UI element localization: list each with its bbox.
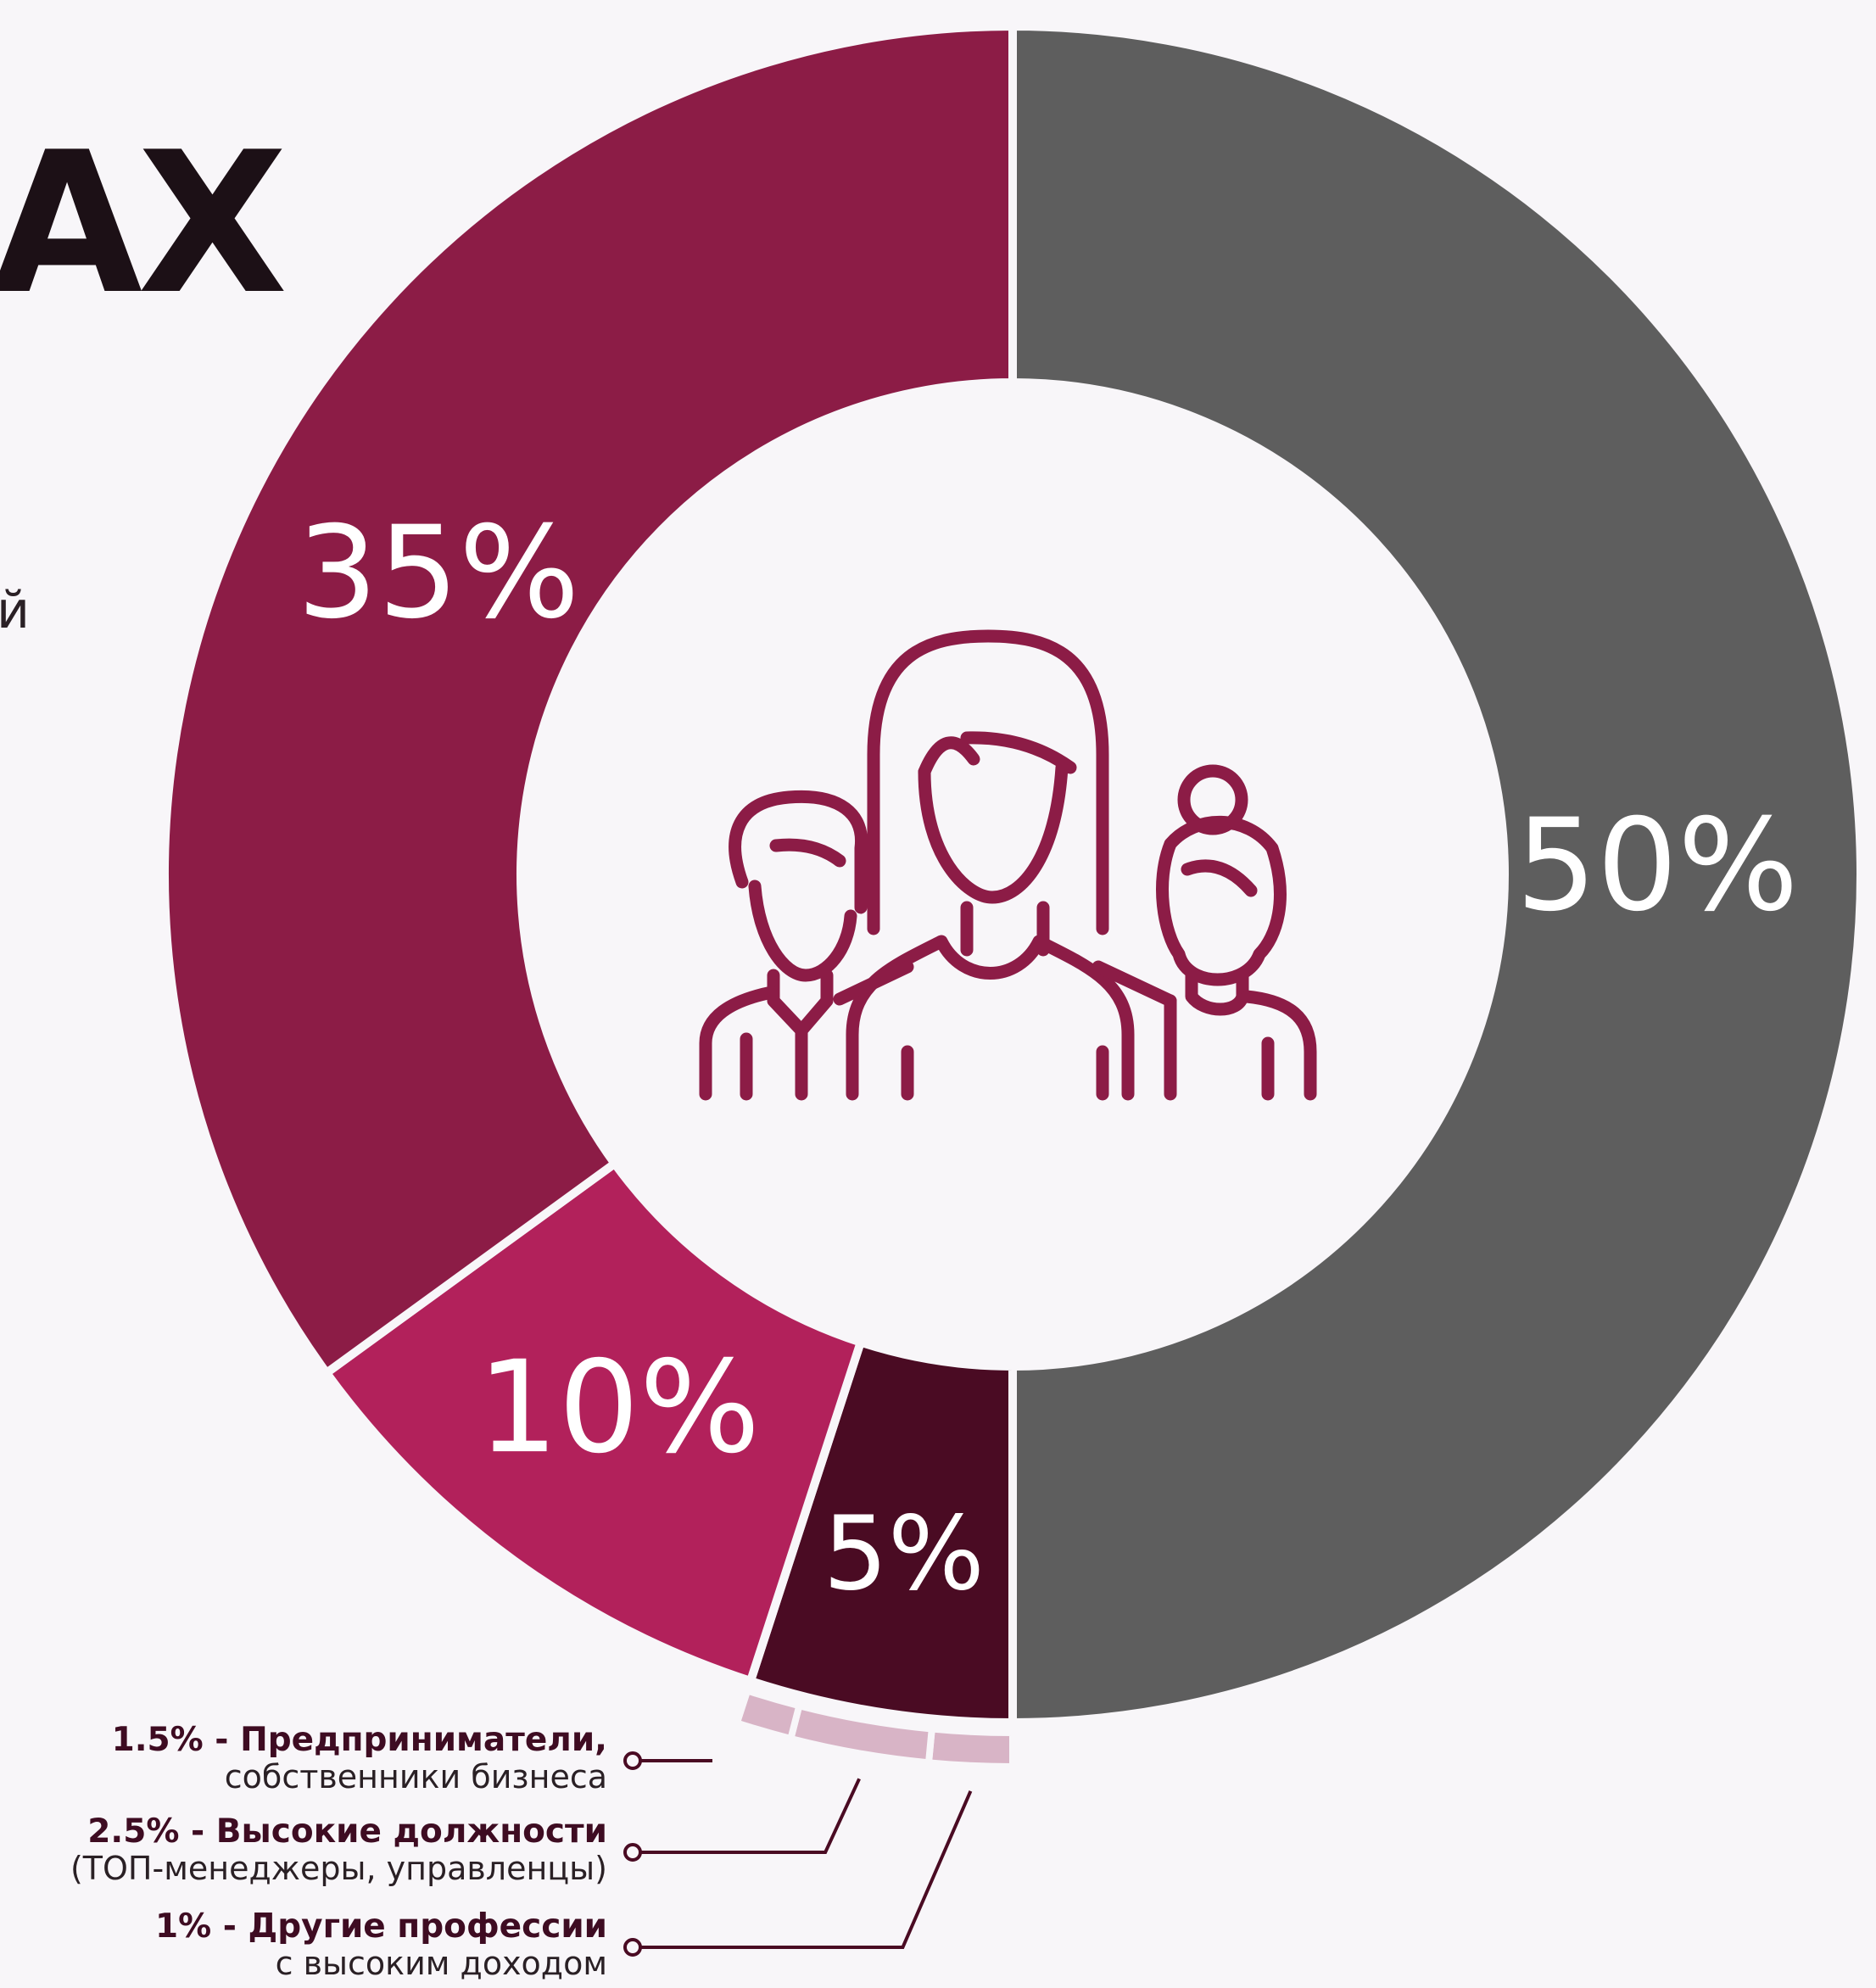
breakdown-segment: [924, 1725, 1016, 1771]
legend-item-subtitle: (ТОП-менеджеры, управленцы): [70, 1849, 607, 1887]
legend-item-subtitle: собственники бизнеса: [224, 1757, 607, 1795]
legend-item-title: 1.5% - Предприниматели,: [111, 1721, 607, 1759]
slice-value-label: 50%: [1516, 792, 1798, 940]
donut-slice: [320, 1157, 867, 1687]
breakdown-segments-layer: [732, 1686, 1016, 1771]
breakdown-segment: [732, 1686, 804, 1743]
legend-item: 2.5% - Высокие должности (ТОП-менеджеры, …: [70, 1813, 607, 1886]
people-group-icon: [699, 629, 1317, 1101]
leader-dot: [623, 1938, 642, 1957]
slices-layer: 50% 5% 10% 35%: [159, 21, 1865, 1728]
leader-dot: [623, 1843, 642, 1862]
side-text-fragment: й: [0, 581, 30, 640]
legend-item: 1% - Другие профессии с высоким доходом: [155, 1908, 607, 1981]
legend-item-title: 1% - Другие профессии: [154, 1907, 607, 1946]
slice-value-label: 5%: [824, 1496, 985, 1614]
legend-item-title: 2.5% - Высокие должности: [87, 1812, 607, 1851]
leader-lines-layer: [623, 1751, 973, 1957]
slice-value-label: 10%: [477, 1334, 760, 1482]
slice-value-label: 35%: [297, 500, 579, 647]
leader-line: [640, 1778, 861, 1854]
donut-slice: [159, 21, 1017, 1379]
leader-dot: [623, 1751, 642, 1770]
donut-slice: [1008, 21, 1865, 1728]
page-heading-fragment: АХ: [0, 111, 288, 338]
leader-line: [640, 1790, 973, 1949]
legend-item-subtitle: с высоким доходом: [275, 1944, 607, 1982]
legend-item: 1.5% - Предприниматели, собственники бизн…: [112, 1722, 607, 1795]
